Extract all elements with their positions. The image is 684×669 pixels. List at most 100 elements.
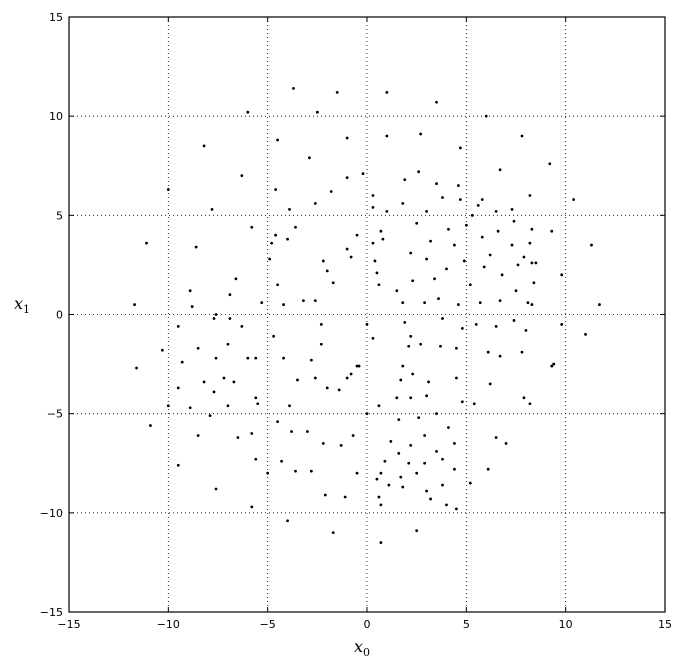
data-point [309, 358, 313, 362]
data-point [453, 442, 456, 445]
data-point [514, 289, 518, 293]
data-point [423, 461, 427, 465]
data-point [530, 227, 534, 231]
data-point [522, 255, 526, 259]
data-point [512, 219, 516, 223]
grid-lines [69, 17, 665, 612]
data-point [286, 237, 289, 241]
data-point [387, 483, 391, 487]
data-point [210, 207, 214, 211]
data-point [240, 325, 244, 328]
data-point [498, 168, 502, 172]
x-tick-label: 5 [463, 618, 470, 631]
x-tick-label: −5 [260, 618, 276, 631]
x-tick-label: −10 [157, 618, 180, 631]
data-point [331, 531, 335, 535]
data-point [355, 364, 359, 368]
y-tick-label: −15 [40, 606, 63, 619]
data-point [482, 265, 486, 269]
data-point [331, 281, 335, 285]
data-point [202, 380, 206, 384]
data-point [498, 299, 502, 303]
data-point [419, 342, 423, 346]
data-point [260, 301, 264, 304]
data-point [133, 303, 136, 306]
y-tick-label: −5 [47, 408, 63, 421]
data-point [478, 301, 482, 304]
data-point [383, 459, 387, 463]
data-point [234, 277, 238, 281]
data-point [371, 241, 375, 245]
data-point [236, 436, 240, 439]
data-point [246, 110, 250, 114]
data-point [464, 223, 468, 227]
data-point [407, 344, 411, 348]
data-point [411, 372, 415, 376]
data-point [397, 418, 401, 422]
data-point [276, 283, 279, 287]
data-point [455, 507, 458, 511]
data-point [196, 434, 200, 437]
data-point [494, 209, 498, 213]
data-point [419, 132, 423, 136]
data-point [401, 364, 405, 368]
data-point [365, 323, 369, 326]
series-1 [160, 305, 260, 439]
data-point [403, 178, 407, 182]
data-point [190, 305, 194, 308]
data-point [415, 471, 419, 475]
data-point [401, 485, 405, 489]
series-6 [375, 412, 456, 507]
data-point [560, 323, 564, 326]
data-point [494, 436, 498, 439]
plot-background [69, 17, 665, 612]
data-point [470, 213, 474, 217]
data-point [411, 279, 415, 283]
data-point [266, 471, 270, 475]
data-point [274, 233, 278, 237]
data-point [425, 394, 428, 398]
data-point [441, 196, 444, 199]
data-point [292, 87, 295, 90]
data-point [385, 90, 389, 94]
data-point [453, 243, 456, 247]
data-point [550, 364, 554, 368]
data-point [176, 386, 180, 390]
data-point [212, 317, 216, 320]
data-point [226, 342, 230, 346]
data-point [512, 319, 516, 322]
data-point [355, 471, 359, 475]
data-point [425, 209, 428, 213]
data-point [302, 299, 305, 303]
data-point [447, 426, 450, 429]
data-point [306, 430, 309, 433]
data-point [486, 467, 490, 471]
data-point [377, 283, 381, 287]
tick-marks [68, 16, 666, 613]
data-point [349, 255, 353, 259]
data-point [345, 247, 349, 251]
data-point [313, 376, 317, 380]
x-axis-label-subscript: 0 [363, 646, 370, 659]
data-point [409, 251, 413, 255]
y-tick-label: −10 [40, 507, 63, 520]
data-point [194, 245, 198, 249]
data-point [510, 243, 514, 247]
data-point [460, 326, 464, 330]
data-point [280, 459, 283, 463]
data-point [417, 170, 421, 174]
data-point [325, 269, 329, 273]
y-tick-label: 10 [49, 110, 63, 123]
data-point [427, 380, 430, 384]
data-point [214, 313, 218, 316]
data-point [441, 457, 444, 461]
data-point [455, 346, 458, 350]
data-point [188, 406, 192, 410]
data-point [250, 432, 254, 435]
data-point [325, 386, 329, 390]
x-tick-label: −15 [57, 618, 80, 631]
data-point [445, 267, 448, 271]
data-point [498, 354, 502, 358]
data-point [196, 346, 200, 350]
data-points [133, 87, 601, 544]
